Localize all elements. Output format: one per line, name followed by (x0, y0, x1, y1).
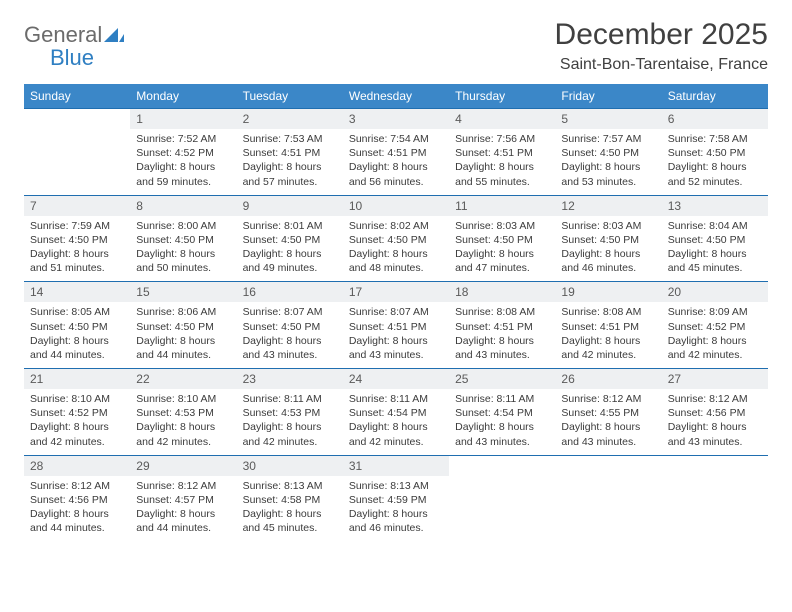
day-cell: Sunrise: 7:58 AMSunset: 4:50 PMDaylight:… (662, 129, 768, 195)
day-number: 26 (555, 369, 661, 390)
day-number: 13 (662, 195, 768, 216)
day-number: 31 (343, 455, 449, 476)
weekday-header: Monday (130, 84, 236, 109)
day-cell (449, 476, 555, 542)
weekday-header: Thursday (449, 84, 555, 109)
day-cell (555, 476, 661, 542)
header: General Blue December 2025 Saint-Bon-Tar… (24, 18, 768, 74)
day-number: 1 (130, 109, 236, 130)
day-number: 30 (237, 455, 343, 476)
day-number: 21 (24, 369, 130, 390)
day-cell: Sunrise: 7:57 AMSunset: 4:50 PMDaylight:… (555, 129, 661, 195)
day-cell: Sunrise: 8:03 AMSunset: 4:50 PMDaylight:… (555, 216, 661, 282)
day-cell (24, 129, 130, 195)
day-number (24, 109, 130, 130)
day-number: 5 (555, 109, 661, 130)
day-number: 3 (343, 109, 449, 130)
day-number: 22 (130, 369, 236, 390)
weekday-header: Sunday (24, 84, 130, 109)
day-cell: Sunrise: 8:06 AMSunset: 4:50 PMDaylight:… (130, 302, 236, 368)
day-content-row: Sunrise: 7:52 AMSunset: 4:52 PMDaylight:… (24, 129, 768, 195)
day-content-row: Sunrise: 8:12 AMSunset: 4:56 PMDaylight:… (24, 476, 768, 542)
day-cell: Sunrise: 8:05 AMSunset: 4:50 PMDaylight:… (24, 302, 130, 368)
day-number-row: 78910111213 (24, 195, 768, 216)
day-number: 11 (449, 195, 555, 216)
day-cell: Sunrise: 8:11 AMSunset: 4:53 PMDaylight:… (237, 389, 343, 455)
logo-text-blue: Blue (50, 45, 94, 70)
day-number: 8 (130, 195, 236, 216)
weekday-header: Tuesday (237, 84, 343, 109)
day-cell: Sunrise: 8:11 AMSunset: 4:54 PMDaylight:… (343, 389, 449, 455)
day-cell: Sunrise: 7:56 AMSunset: 4:51 PMDaylight:… (449, 129, 555, 195)
day-number: 19 (555, 282, 661, 303)
day-cell: Sunrise: 7:54 AMSunset: 4:51 PMDaylight:… (343, 129, 449, 195)
day-number: 15 (130, 282, 236, 303)
day-cell: Sunrise: 8:02 AMSunset: 4:50 PMDaylight:… (343, 216, 449, 282)
weekday-header-row: Sunday Monday Tuesday Wednesday Thursday… (24, 84, 768, 109)
day-number: 9 (237, 195, 343, 216)
day-number: 29 (130, 455, 236, 476)
day-cell: Sunrise: 8:13 AMSunset: 4:58 PMDaylight:… (237, 476, 343, 542)
page-title: December 2025 (555, 18, 768, 52)
day-cell: Sunrise: 8:04 AMSunset: 4:50 PMDaylight:… (662, 216, 768, 282)
day-number: 6 (662, 109, 768, 130)
day-number-row: 14151617181920 (24, 282, 768, 303)
day-cell (662, 476, 768, 542)
day-cell: Sunrise: 8:12 AMSunset: 4:55 PMDaylight:… (555, 389, 661, 455)
day-cell: Sunrise: 8:08 AMSunset: 4:51 PMDaylight:… (555, 302, 661, 368)
day-number: 2 (237, 109, 343, 130)
day-number: 12 (555, 195, 661, 216)
day-cell: Sunrise: 8:03 AMSunset: 4:50 PMDaylight:… (449, 216, 555, 282)
day-number: 27 (662, 369, 768, 390)
calendar-table: Sunday Monday Tuesday Wednesday Thursday… (24, 84, 768, 541)
logo-sail-icon (104, 26, 124, 42)
day-number: 17 (343, 282, 449, 303)
day-number: 16 (237, 282, 343, 303)
day-number: 18 (449, 282, 555, 303)
day-content-row: Sunrise: 7:59 AMSunset: 4:50 PMDaylight:… (24, 216, 768, 282)
day-cell: Sunrise: 7:52 AMSunset: 4:52 PMDaylight:… (130, 129, 236, 195)
day-cell: Sunrise: 8:00 AMSunset: 4:50 PMDaylight:… (130, 216, 236, 282)
day-number: 7 (24, 195, 130, 216)
day-cell: Sunrise: 8:07 AMSunset: 4:50 PMDaylight:… (237, 302, 343, 368)
weekday-header: Saturday (662, 84, 768, 109)
day-number (449, 455, 555, 476)
day-cell: Sunrise: 8:11 AMSunset: 4:54 PMDaylight:… (449, 389, 555, 455)
day-number: 20 (662, 282, 768, 303)
day-cell: Sunrise: 8:13 AMSunset: 4:59 PMDaylight:… (343, 476, 449, 542)
logo: General Blue (24, 24, 124, 70)
day-number: 23 (237, 369, 343, 390)
day-cell: Sunrise: 8:12 AMSunset: 4:57 PMDaylight:… (130, 476, 236, 542)
day-content-row: Sunrise: 8:05 AMSunset: 4:50 PMDaylight:… (24, 302, 768, 368)
location-label: Saint-Bon-Tarentaise, France (555, 56, 768, 74)
day-number: 4 (449, 109, 555, 130)
day-cell: Sunrise: 8:08 AMSunset: 4:51 PMDaylight:… (449, 302, 555, 368)
day-cell: Sunrise: 8:01 AMSunset: 4:50 PMDaylight:… (237, 216, 343, 282)
day-cell: Sunrise: 7:59 AMSunset: 4:50 PMDaylight:… (24, 216, 130, 282)
day-number-row: 21222324252627 (24, 369, 768, 390)
day-cell: Sunrise: 8:10 AMSunset: 4:53 PMDaylight:… (130, 389, 236, 455)
day-number: 28 (24, 455, 130, 476)
day-number-row: 123456 (24, 109, 768, 130)
day-cell: Sunrise: 8:12 AMSunset: 4:56 PMDaylight:… (24, 476, 130, 542)
day-number (662, 455, 768, 476)
day-number-row: 28293031 (24, 455, 768, 476)
logo-text-general: General (24, 22, 102, 47)
day-cell: Sunrise: 7:53 AMSunset: 4:51 PMDaylight:… (237, 129, 343, 195)
day-cell: Sunrise: 8:07 AMSunset: 4:51 PMDaylight:… (343, 302, 449, 368)
day-cell: Sunrise: 8:12 AMSunset: 4:56 PMDaylight:… (662, 389, 768, 455)
day-cell: Sunrise: 8:10 AMSunset: 4:52 PMDaylight:… (24, 389, 130, 455)
weekday-header: Friday (555, 84, 661, 109)
day-cell: Sunrise: 8:09 AMSunset: 4:52 PMDaylight:… (662, 302, 768, 368)
day-number: 14 (24, 282, 130, 303)
day-number: 25 (449, 369, 555, 390)
day-number (555, 455, 661, 476)
day-content-row: Sunrise: 8:10 AMSunset: 4:52 PMDaylight:… (24, 389, 768, 455)
weekday-header: Wednesday (343, 84, 449, 109)
title-block: December 2025 Saint-Bon-Tarentaise, Fran… (555, 18, 768, 74)
day-number: 24 (343, 369, 449, 390)
day-number: 10 (343, 195, 449, 216)
